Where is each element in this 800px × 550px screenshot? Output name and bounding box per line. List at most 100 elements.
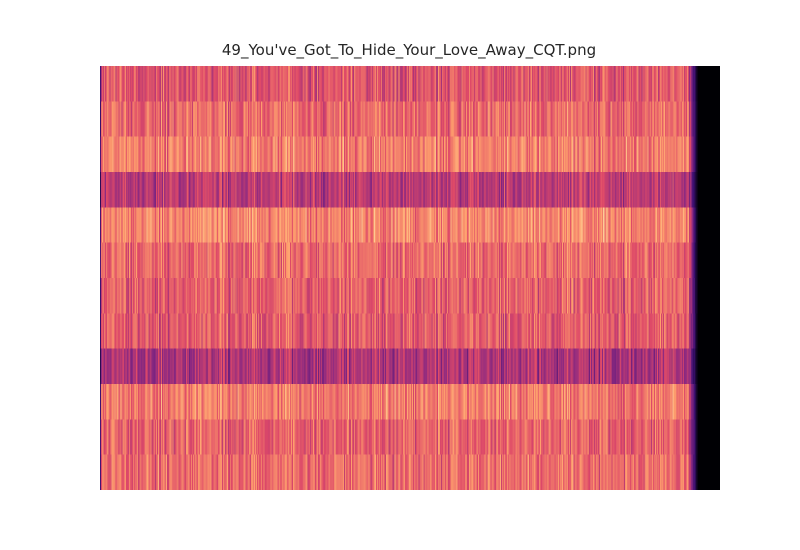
heatmap-cell <box>631 313 633 350</box>
heatmap-cell <box>453 172 456 208</box>
heatmap-cell <box>346 136 349 173</box>
heatmap-cell <box>706 278 709 314</box>
heatmap-cell <box>501 242 504 279</box>
heatmap-cell <box>425 136 428 173</box>
heatmap-cell <box>148 207 151 244</box>
heatmap-cell <box>539 278 541 314</box>
heatmap-cell <box>444 242 446 279</box>
heatmap-cell <box>143 136 146 173</box>
heatmap-cell <box>110 172 112 208</box>
heatmap-cell <box>519 242 522 279</box>
heatmap-cell <box>217 207 220 244</box>
heatmap-cell <box>414 66 416 102</box>
heatmap-cell <box>489 313 492 350</box>
heatmap-cell <box>638 207 640 244</box>
heatmap-cell <box>654 313 657 350</box>
heatmap-cell <box>166 66 168 102</box>
heatmap-cell <box>492 101 495 138</box>
heatmap-cell <box>164 348 166 385</box>
heatmap-cell <box>108 101 110 138</box>
heatmap-cell <box>376 278 379 314</box>
heatmap-cell <box>643 207 646 244</box>
heatmap-cell <box>245 278 248 314</box>
heatmap-cell <box>350 207 352 244</box>
heatmap-cell <box>660 242 662 279</box>
heatmap-cell <box>442 278 444 314</box>
heatmap-cell <box>243 66 246 102</box>
heatmap-cell <box>636 136 638 173</box>
heatmap-cell <box>224 278 226 314</box>
heatmap-cell <box>185 207 188 244</box>
heatmap-cell <box>675 136 678 173</box>
heatmap-cell <box>446 278 448 314</box>
heatmap-cell <box>517 136 520 173</box>
heatmap-cell <box>675 242 678 279</box>
heatmap-cell <box>650 172 653 208</box>
heatmap-cell <box>580 242 583 279</box>
heatmap-cell <box>697 242 699 279</box>
heatmap-cell <box>508 66 510 102</box>
heatmap-cell <box>380 66 382 102</box>
heatmap-cell <box>268 313 271 350</box>
heatmap-cell <box>428 313 431 350</box>
heatmap-cell <box>495 136 498 173</box>
heatmap-cell <box>235 278 237 314</box>
heatmap-cell <box>676 313 679 350</box>
heatmap-cell <box>581 242 584 279</box>
heatmap-cell <box>375 278 378 314</box>
heatmap-cell <box>286 278 288 314</box>
heatmap-cell <box>696 278 698 314</box>
heatmap-cell <box>343 101 346 138</box>
heatmap-cell <box>505 313 507 350</box>
heatmap-cell <box>257 313 259 350</box>
heatmap-cell <box>296 207 298 244</box>
heatmap-cell <box>101 136 103 173</box>
heatmap-cell <box>301 207 304 244</box>
heatmap-cell <box>296 136 298 173</box>
heatmap-cell <box>169 101 171 138</box>
heatmap-cell <box>703 136 706 173</box>
heatmap-cell <box>565 172 567 208</box>
heatmap-cell <box>357 101 359 138</box>
heatmap-cell <box>265 242 267 279</box>
heatmap-cell <box>178 242 181 279</box>
heatmap-cell <box>660 136 662 173</box>
heatmap-cell <box>496 313 499 350</box>
heatmap-cell <box>342 278 345 314</box>
heatmap-cell <box>581 207 584 244</box>
heatmap-cell <box>525 278 528 314</box>
heatmap-cell <box>242 136 245 173</box>
heatmap-cell <box>327 136 329 173</box>
heatmap-cell <box>243 348 246 385</box>
heatmap-cell <box>326 172 328 208</box>
heatmap-cell <box>114 313 117 350</box>
heatmap-cell <box>201 207 203 244</box>
heatmap-cell <box>203 207 205 244</box>
heatmap-cell <box>425 207 428 244</box>
heatmap-cell <box>420 242 422 279</box>
heatmap-cell <box>294 136 296 173</box>
heatmap-cell <box>108 313 110 350</box>
heatmap-cell <box>448 242 450 279</box>
heatmap-cell <box>395 242 398 279</box>
heatmap-cell <box>135 278 137 314</box>
heatmap-cell <box>555 207 558 244</box>
heatmap-cell <box>174 313 177 350</box>
heatmap-cell <box>400 66 403 102</box>
heatmap-cell <box>622 66 625 102</box>
heatmap-cell <box>238 348 241 385</box>
heatmap-cell <box>113 278 116 314</box>
heatmap-cell <box>470 242 473 279</box>
heatmap-cell <box>359 101 361 138</box>
heatmap-cell <box>428 172 431 208</box>
heatmap-cell <box>485 313 488 350</box>
heatmap-cell <box>516 136 519 173</box>
heatmap-cell <box>328 278 330 314</box>
heatmap-cell <box>247 101 250 138</box>
heatmap-cell <box>250 101 253 138</box>
heatmap-cell <box>438 136 441 173</box>
heatmap-cell <box>481 101 483 138</box>
heatmap-cell <box>549 172 552 208</box>
heatmap-cell <box>570 172 572 208</box>
heatmap-cell <box>242 207 245 244</box>
